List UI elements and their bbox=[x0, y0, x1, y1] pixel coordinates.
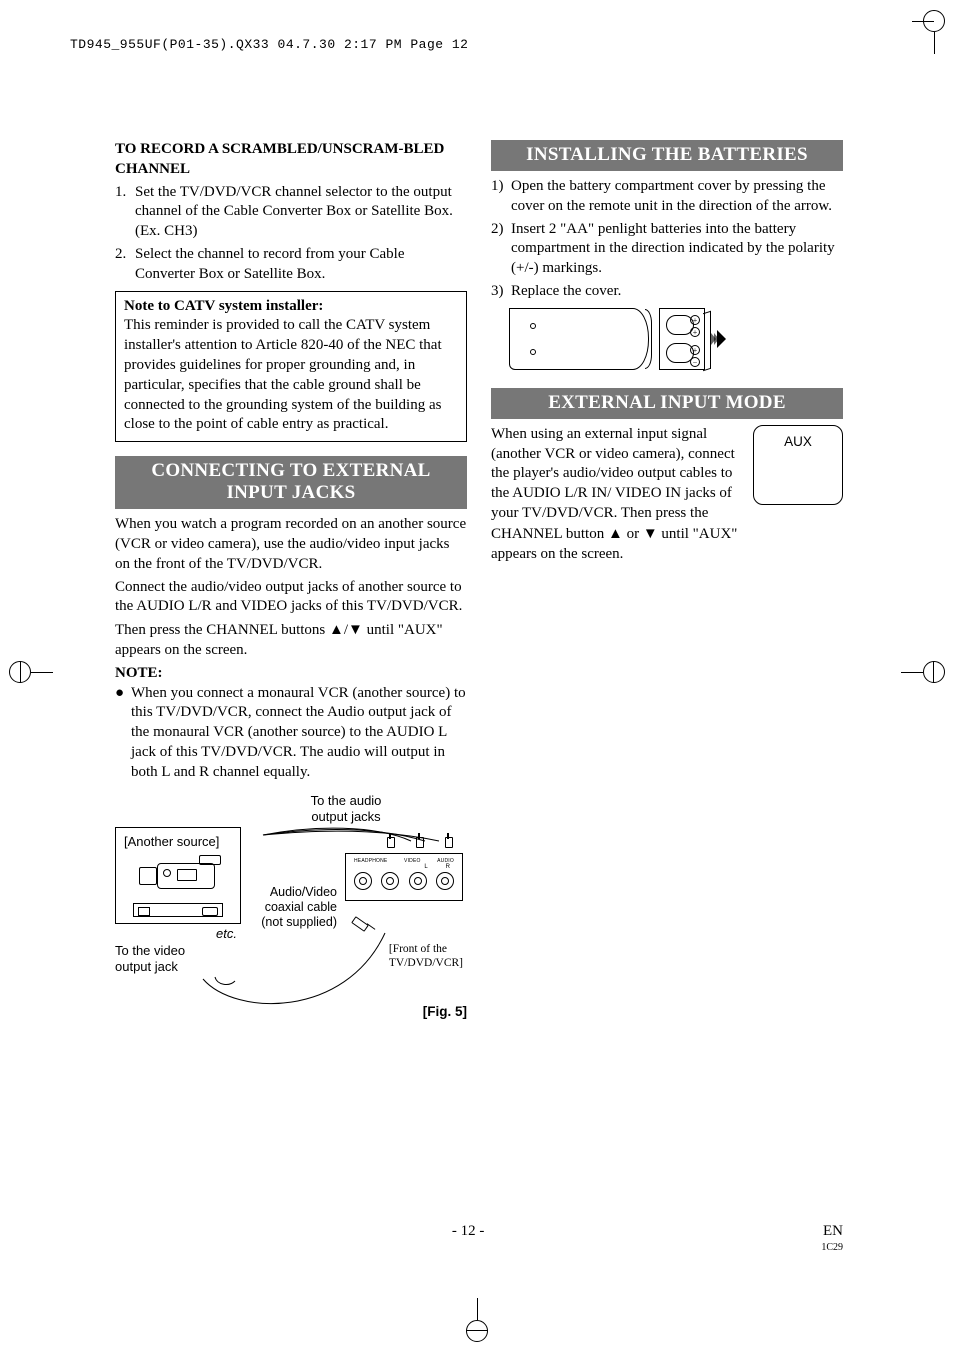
battery-steps: 1) Open the battery compartment cover by… bbox=[491, 177, 843, 302]
fig5-label: [Fig. 5] bbox=[115, 1004, 467, 1019]
remote-back-icon bbox=[509, 308, 649, 370]
aux-label: AUX bbox=[784, 434, 812, 449]
down-arrow-icon: ▼ bbox=[348, 621, 363, 638]
down-arrow-icon: ▼ bbox=[643, 525, 658, 542]
jack-audio-l bbox=[409, 872, 427, 890]
print-header: TD945_955UF(P01-35).QX33 04.7.30 2:17 PM… bbox=[70, 37, 468, 52]
battery-diagram: ++ +− bbox=[509, 308, 843, 370]
section-connecting-external: CONNECTING TO EXTERNAL INPUT JACKS bbox=[115, 456, 467, 509]
catv-note-body: This reminder is provided to call the CA… bbox=[124, 316, 458, 435]
record-steps: 1. Set the TV/DVD/VCR channel selector t… bbox=[115, 183, 467, 285]
doc-code: 1C29 bbox=[821, 1242, 843, 1253]
step-num: 3) bbox=[491, 282, 511, 302]
step-text: Set the TV/DVD/VCR channel selector to t… bbox=[135, 183, 467, 242]
jack-video bbox=[381, 872, 399, 890]
lang-code: EN bbox=[823, 1223, 843, 1239]
to-video-label: To the video output jack bbox=[115, 943, 221, 976]
left-column: TO RECORD A SCRAMBLED/UNSCRAM-BLED CHANN… bbox=[115, 140, 467, 1019]
fig5-caption-top: To the audio output jacks bbox=[225, 793, 467, 826]
up-arrow-icon: ▲ bbox=[329, 621, 344, 638]
battery-cover-icon: ++ +− bbox=[659, 308, 705, 370]
r-label: R bbox=[446, 864, 450, 870]
fig5-mid-text: Audio/Video coaxial cable (not supplied) bbox=[249, 827, 337, 941]
step-text: Open the battery compartment cover by pr… bbox=[511, 177, 843, 217]
sec1-p1: When you watch a program recorded on an … bbox=[115, 515, 467, 574]
step-num: 1) bbox=[491, 177, 511, 217]
record-step-1: 1. Set the TV/DVD/VCR channel selector t… bbox=[115, 183, 467, 242]
page-number: - 12 - bbox=[452, 1223, 485, 1253]
step-num: 2) bbox=[491, 220, 511, 279]
page-footer: - 12 - EN 1C29 bbox=[115, 1223, 843, 1253]
sec1-p3: Then press the CHANNEL buttons ▲/▼ until… bbox=[115, 620, 467, 661]
plug-icon bbox=[385, 832, 395, 848]
step-num: 1. bbox=[115, 183, 135, 242]
battery-step-1: 1) Open the battery compartment cover by… bbox=[491, 177, 843, 217]
hp-label: HEADPHONE bbox=[354, 858, 387, 864]
etc-label: etc. bbox=[115, 926, 241, 941]
sec1-note-label: NOTE: bbox=[115, 664, 467, 684]
l-label: L bbox=[424, 864, 427, 870]
right-column: INSTALLING THE BATTERIES 1) Open the bat… bbox=[491, 140, 843, 1019]
another-source-label: [Another source] bbox=[124, 834, 219, 849]
camcorder-icon bbox=[133, 855, 223, 897]
fig5-jack-panel: HEADPHONE VIDEO AUDIO L R bbox=[345, 853, 463, 901]
sec3-paragraph: When using an external input signal (ano… bbox=[491, 425, 741, 565]
plug-icon bbox=[443, 832, 453, 848]
step-text: Insert 2 "AA" penlight batteries into th… bbox=[511, 220, 843, 279]
section-external-input: EXTERNAL INPUT MODE bbox=[491, 388, 843, 419]
section-installing-batteries: INSTALLING THE BATTERIES bbox=[491, 140, 843, 171]
record-heading: TO RECORD A SCRAMBLED/UNSCRAM-BLED CHANN… bbox=[115, 140, 467, 180]
front-label: [Front of the TV/DVD/VCR] bbox=[389, 943, 463, 971]
step-num: 2. bbox=[115, 245, 135, 285]
sec1-bullet-1: ● When you connect a monaural VCR (anoth… bbox=[115, 684, 467, 783]
aux-screen-box: AUX bbox=[753, 425, 843, 505]
vcr-strip-icon bbox=[133, 903, 223, 917]
battery-step-2: 2) Insert 2 "AA" penlight batteries into… bbox=[491, 220, 843, 279]
sec1-p2: Connect the audio/video output jacks of … bbox=[115, 578, 467, 618]
arrow-right-icon bbox=[711, 330, 724, 348]
fig5-source-box: [Another source] bbox=[115, 827, 241, 924]
catv-note-box: Note to CATV system installer: This remi… bbox=[115, 291, 467, 443]
page-content: TO RECORD A SCRAMBLED/UNSCRAM-BLED CHANN… bbox=[115, 140, 843, 1019]
vid-label: VIDEO bbox=[404, 858, 421, 864]
jack-headphone bbox=[354, 872, 372, 890]
catv-note-title: Note to CATV system installer: bbox=[124, 297, 458, 317]
step-text: Select the channel to record from your C… bbox=[135, 245, 467, 285]
up-arrow-icon: ▲ bbox=[608, 525, 623, 542]
record-step-2: 2. Select the channel to record from you… bbox=[115, 245, 467, 285]
print-header-text: TD945_955UF(P01-35).QX33 04.7.30 2:17 PM… bbox=[70, 37, 468, 52]
bullet-icon: ● bbox=[115, 684, 131, 783]
sec1-bullets: ● When you connect a monaural VCR (anoth… bbox=[115, 684, 467, 783]
jack-audio-r bbox=[436, 872, 454, 890]
plug-icon bbox=[414, 832, 424, 848]
battery-step-3: 3) Replace the cover. bbox=[491, 282, 843, 302]
figure-5: To the audio output jacks [Another sourc… bbox=[115, 793, 467, 1019]
step-text: Replace the cover. bbox=[511, 282, 843, 302]
